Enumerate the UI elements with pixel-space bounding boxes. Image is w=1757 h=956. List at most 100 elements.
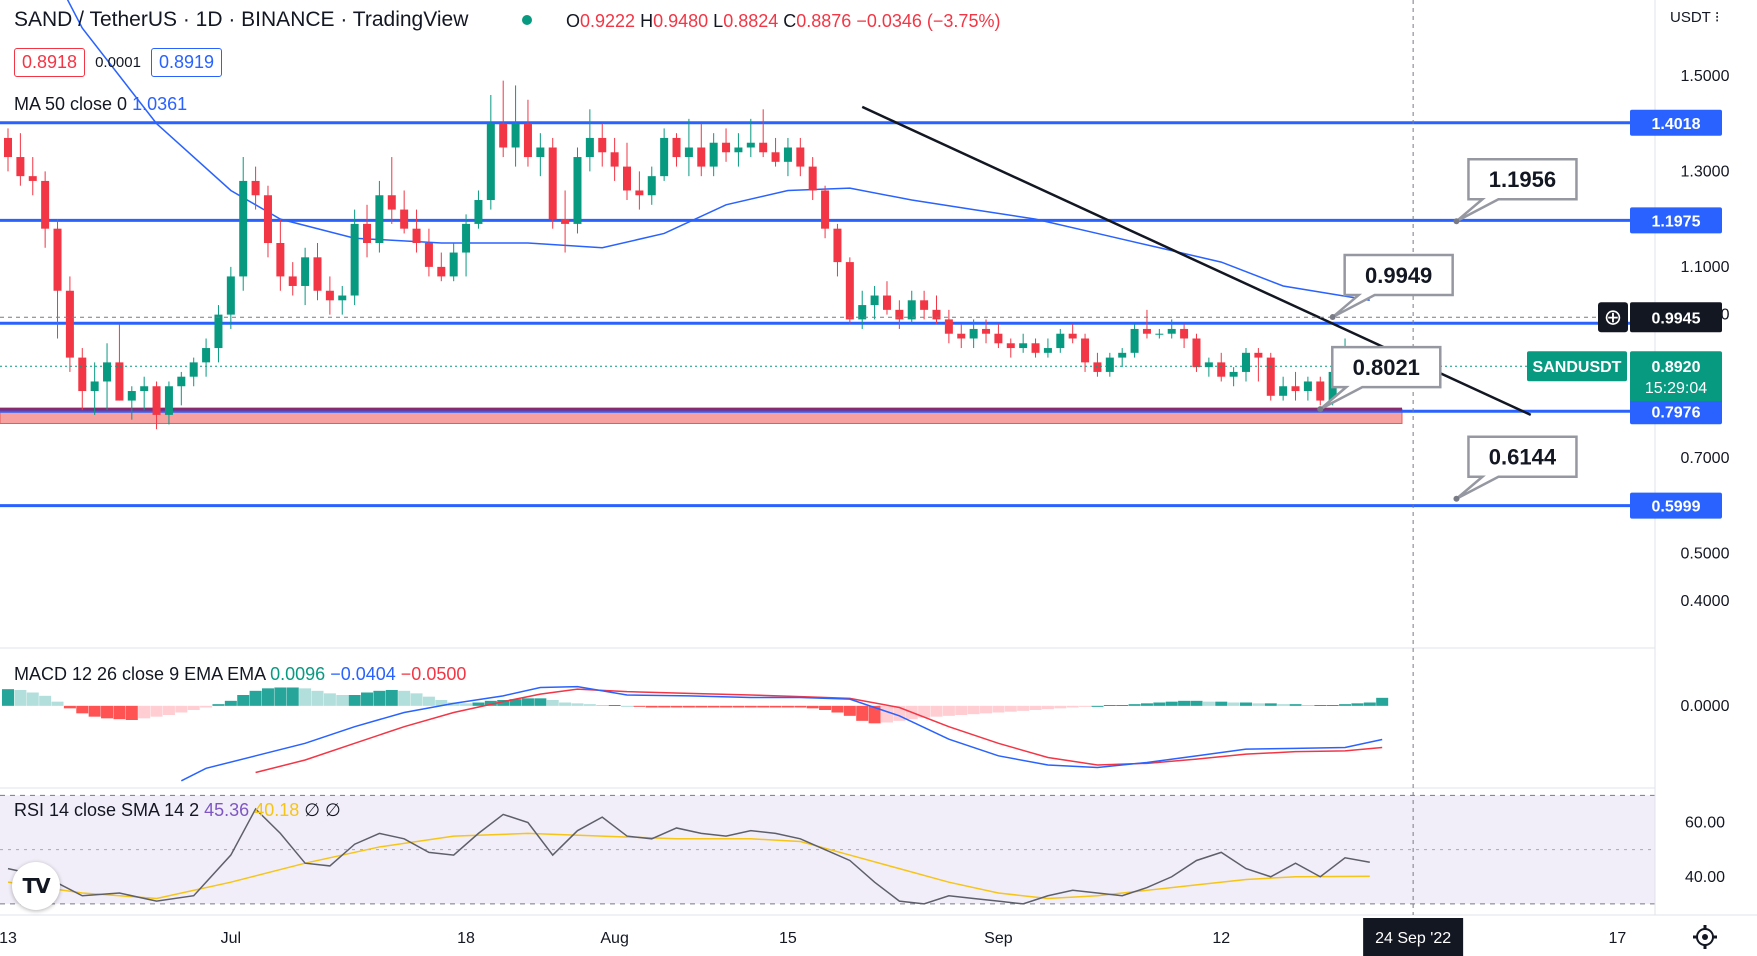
candle[interactable] [115,324,124,401]
candle[interactable] [1093,352,1102,377]
candle[interactable] [709,133,718,177]
candle[interactable] [28,157,37,196]
candle[interactable] [90,362,99,415]
candle[interactable] [561,190,570,253]
candle[interactable] [523,99,532,167]
currency-label[interactable]: USDT ⁝ [1670,9,1720,26]
candle[interactable] [610,137,619,181]
rsi-sma-line[interactable] [7,832,1370,900]
candle[interactable] [1019,333,1028,353]
price-callout[interactable]: 0.6144 [1453,435,1578,502]
candle[interactable] [251,166,260,210]
candle[interactable] [202,338,211,377]
macd-line[interactable] [180,685,1383,782]
ma-legend[interactable]: MA 50 close 0 1.0361 [14,94,187,115]
candle[interactable] [783,137,792,177]
candle[interactable] [53,219,62,339]
candle[interactable] [907,290,916,325]
candle[interactable] [660,128,669,181]
candle[interactable] [301,247,310,306]
candle[interactable] [1266,352,1275,401]
price-callout[interactable]: 0.9949 [1329,253,1454,321]
candle[interactable] [1155,328,1164,339]
candle[interactable] [400,190,409,234]
price-callout[interactable]: 0.8021 [1317,345,1442,413]
candle[interactable] [1204,357,1213,377]
candle[interactable] [474,190,483,229]
candle[interactable] [957,324,966,349]
candle[interactable] [1031,338,1040,358]
rsi-pane[interactable] [0,794,1655,905]
candle[interactable] [969,319,978,349]
candle[interactable] [437,252,446,282]
candle[interactable] [412,209,421,253]
candle[interactable] [932,295,941,325]
candle[interactable] [103,343,112,411]
candle[interactable] [239,157,248,291]
candle[interactable] [808,157,817,201]
candle[interactable] [672,133,681,167]
candle[interactable] [1242,348,1250,382]
candle[interactable] [1081,333,1090,372]
candle[interactable] [350,209,359,306]
candle[interactable] [585,109,594,172]
candle[interactable] [152,381,161,430]
candle[interactable] [684,118,693,177]
candle[interactable] [140,376,149,411]
candle[interactable] [1056,328,1065,353]
price-axis[interactable]: USDT ⁝ 1.50001.30001.10001.00000.70000.5… [0,0,1757,916]
candle[interactable] [1229,367,1238,387]
candle[interactable] [982,319,991,344]
candle[interactable] [1254,348,1263,382]
candle[interactable] [536,133,545,177]
candle[interactable] [486,94,495,210]
ma50-line[interactable] [8,0,1370,302]
candle[interactable] [821,185,830,239]
rsi-legend[interactable]: RSI 14 close SMA 14 2 45.36 40.18 ∅ ∅ [14,800,341,821]
candle[interactable] [858,290,867,329]
candle[interactable] [313,243,322,301]
candle[interactable] [375,180,384,253]
macd-legend[interactable]: MACD 12 26 close 9 EMA EMA 0.0096 −0.040… [14,664,466,685]
candle[interactable] [1291,371,1300,401]
candle[interactable] [734,133,743,167]
candle[interactable] [288,262,297,296]
candle[interactable] [1303,376,1312,401]
candle[interactable] [325,276,334,315]
price-pane[interactable] [0,0,1655,508]
candle[interactable] [189,357,198,387]
candle[interactable] [771,137,780,167]
candle[interactable] [16,133,25,186]
candle[interactable] [4,128,12,172]
candle[interactable] [164,381,173,425]
candle[interactable] [127,386,136,420]
candle[interactable] [895,300,904,329]
symbol-title[interactable]: SAND / TetherUS · 1D · BINANCE · Trading… [14,8,469,31]
settings-gear-icon[interactable] [1693,925,1717,949]
candle[interactable] [598,123,607,167]
rsi-line[interactable] [7,807,1370,905]
candle[interactable] [226,266,235,329]
candle[interactable] [573,147,582,234]
tradingview-logo[interactable]: TV [12,862,60,910]
candle[interactable] [1316,376,1325,406]
candle[interactable] [424,228,433,277]
candle[interactable] [78,348,87,411]
candle[interactable] [263,185,272,258]
candle[interactable] [944,309,953,344]
candle[interactable] [1068,324,1077,344]
candle[interactable] [746,118,755,158]
candle[interactable] [1130,324,1139,358]
candle[interactable] [759,109,768,158]
candle[interactable] [1105,352,1114,377]
candle[interactable] [449,243,458,282]
candle[interactable] [697,123,706,177]
macd-pane[interactable] [2,685,1389,782]
candle[interactable] [363,204,372,258]
candle[interactable] [387,157,396,224]
candle[interactable] [1217,352,1226,382]
macd-signal-line[interactable] [255,688,1383,774]
candle[interactable] [870,285,879,320]
candle[interactable] [1006,338,1015,358]
